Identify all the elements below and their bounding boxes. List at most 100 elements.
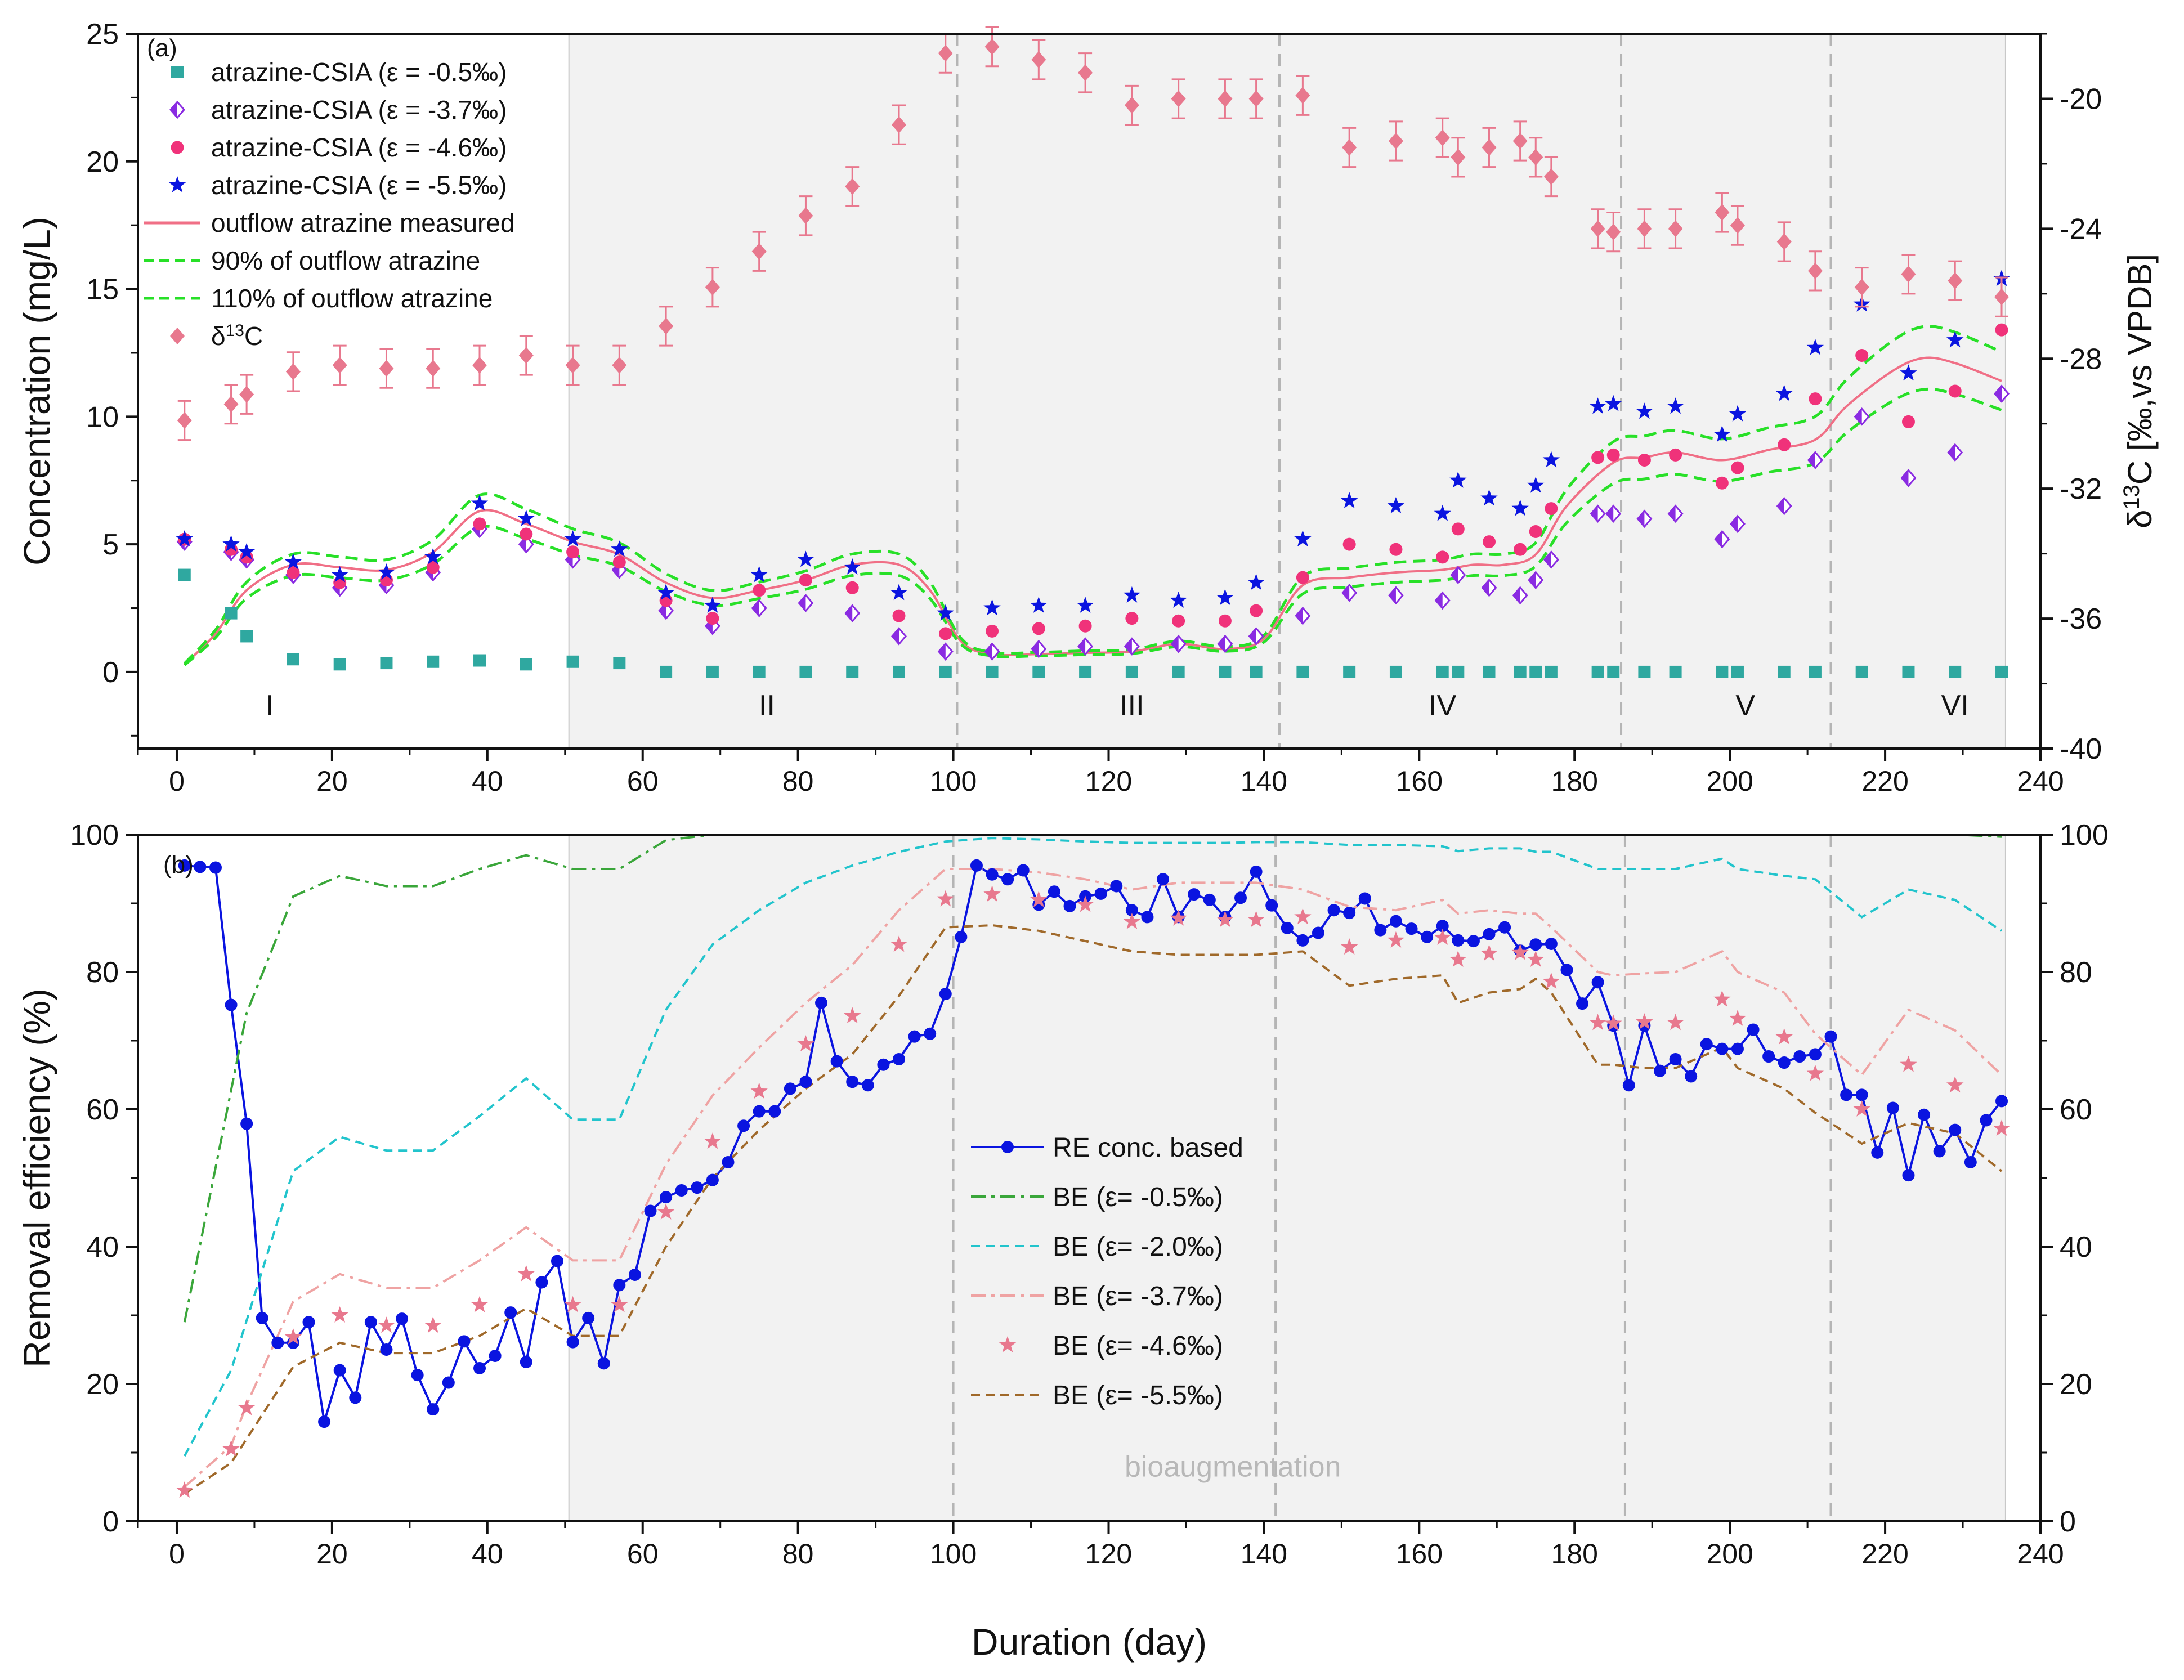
be46-point xyxy=(1294,908,1312,925)
be46-point xyxy=(1775,1028,1793,1045)
re-point xyxy=(1731,1042,1744,1055)
b-x-tick-label: 80 xyxy=(782,1538,814,1570)
series-1-point-fill xyxy=(1529,572,1536,588)
delta13c-point xyxy=(892,116,906,133)
series-0-point xyxy=(799,665,812,678)
series-2-point xyxy=(1995,323,2008,337)
series-1-point xyxy=(891,627,907,646)
series-3-point xyxy=(611,540,628,557)
series-3-point xyxy=(1123,586,1141,603)
series-1-point-fill xyxy=(1451,567,1458,583)
re-point xyxy=(1716,1042,1729,1055)
a-x-tick-label: 0 xyxy=(169,765,185,797)
re-point xyxy=(768,1105,781,1118)
delta13c-point xyxy=(798,207,813,225)
a-x-tick-label: 240 xyxy=(2017,765,2064,797)
re-point xyxy=(1964,1155,1977,1168)
series-1-point xyxy=(658,601,674,620)
a-x-tick-label: 200 xyxy=(1706,765,1753,797)
re-point xyxy=(1809,1048,1822,1061)
re-point xyxy=(473,1361,486,1374)
series-0-point xyxy=(1219,665,1232,678)
re-point xyxy=(1001,873,1014,886)
series-2-point xyxy=(1637,453,1651,467)
be46-point xyxy=(1589,1014,1606,1031)
b-y-tick-label: 100 xyxy=(70,819,119,852)
delta13c-point xyxy=(223,396,239,413)
a-x-tick-label: 80 xyxy=(782,765,814,797)
a-y2-tick-label: -20 xyxy=(2060,83,2102,115)
panel-b: bioaugmentation 0 20 40 60 80 100 120 140 160 180… xyxy=(16,819,2109,1663)
re-point xyxy=(1933,1145,1946,1158)
series-3-point xyxy=(657,584,675,601)
series-0-point xyxy=(1514,665,1527,678)
b-y-tick-label: 60 xyxy=(86,1094,119,1126)
be46-point xyxy=(1900,1055,1917,1072)
series-0-point xyxy=(753,665,766,678)
delta13c-point xyxy=(1451,149,1466,166)
series-3-point xyxy=(1806,338,1824,355)
series-2-point xyxy=(1296,571,1309,584)
series-3-point xyxy=(1946,331,1964,348)
b-y2-tick-label: 0 xyxy=(2060,1506,2076,1538)
delta13c-point xyxy=(379,360,394,377)
re-point xyxy=(1296,934,1309,947)
panel-b-legend: RE conc. based BE (ε= -0.5‰) BE (ε= -2.0‰)… xyxy=(971,1133,1243,1410)
re-point xyxy=(1234,891,1247,904)
series-3-point xyxy=(844,558,861,575)
re-point xyxy=(1949,1123,1962,1136)
right-axis-label-rest: C [‰,vs VPDB] xyxy=(2121,254,2159,485)
panel-a-frame xyxy=(137,33,2042,750)
be46-point xyxy=(331,1306,348,1323)
be46-point xyxy=(1853,1100,1870,1117)
a-x-tick-label: 60 xyxy=(627,765,659,797)
re-point xyxy=(955,930,968,943)
re-point xyxy=(318,1415,331,1428)
series-3-point xyxy=(1387,497,1405,514)
re-point xyxy=(799,1076,812,1088)
series-3-point xyxy=(1340,492,1358,508)
b-x-tick-label: 120 xyxy=(1085,1538,1132,1570)
re-point xyxy=(535,1276,548,1289)
series-1-point-fill xyxy=(1901,470,1909,486)
series-3-point xyxy=(471,494,489,511)
b-x-tick-label: 60 xyxy=(627,1538,659,1570)
be46-point xyxy=(471,1296,489,1312)
a-x-tick-label: 40 xyxy=(472,765,503,797)
series-1-point-fill xyxy=(1218,636,1225,652)
be46-point xyxy=(1527,951,1545,967)
re-point xyxy=(1157,873,1170,886)
b-x-tick-label: 220 xyxy=(1861,1538,1908,1570)
re-point xyxy=(784,1082,796,1095)
delta13c-point xyxy=(426,360,441,377)
delta13c-point xyxy=(239,386,254,403)
series-3-point xyxy=(1434,504,1451,521)
series-3-point xyxy=(983,599,1001,616)
series-1-point-fill xyxy=(752,600,759,616)
series-0-point xyxy=(1032,665,1045,678)
series-1-point xyxy=(1450,566,1466,584)
delta13c-point xyxy=(1512,132,1528,150)
series-1-point-fill xyxy=(1948,444,1955,460)
re-point xyxy=(660,1191,673,1204)
re-point xyxy=(1793,1050,1806,1063)
series-0-point xyxy=(1731,665,1744,678)
series-1-point-fill xyxy=(1606,505,1614,522)
b-y2-tick-label: 60 xyxy=(2060,1094,2092,1126)
be46-point xyxy=(1340,938,1358,955)
series-3-point xyxy=(797,550,814,567)
delta13c-point xyxy=(1994,288,2010,306)
re-point xyxy=(613,1279,626,1292)
be46-point xyxy=(1076,895,1094,912)
series-1-point xyxy=(751,599,767,617)
series-1-point xyxy=(518,535,534,554)
be46-point xyxy=(937,890,954,907)
series-1-point xyxy=(1512,586,1528,605)
delta13c-point xyxy=(472,356,487,374)
re-point xyxy=(846,1076,859,1088)
legend-a-delta-marker xyxy=(170,328,185,344)
re-point xyxy=(551,1255,563,1267)
series-1-point xyxy=(984,642,1000,661)
re-point xyxy=(1918,1108,1931,1121)
series-2-point xyxy=(1250,604,1263,617)
